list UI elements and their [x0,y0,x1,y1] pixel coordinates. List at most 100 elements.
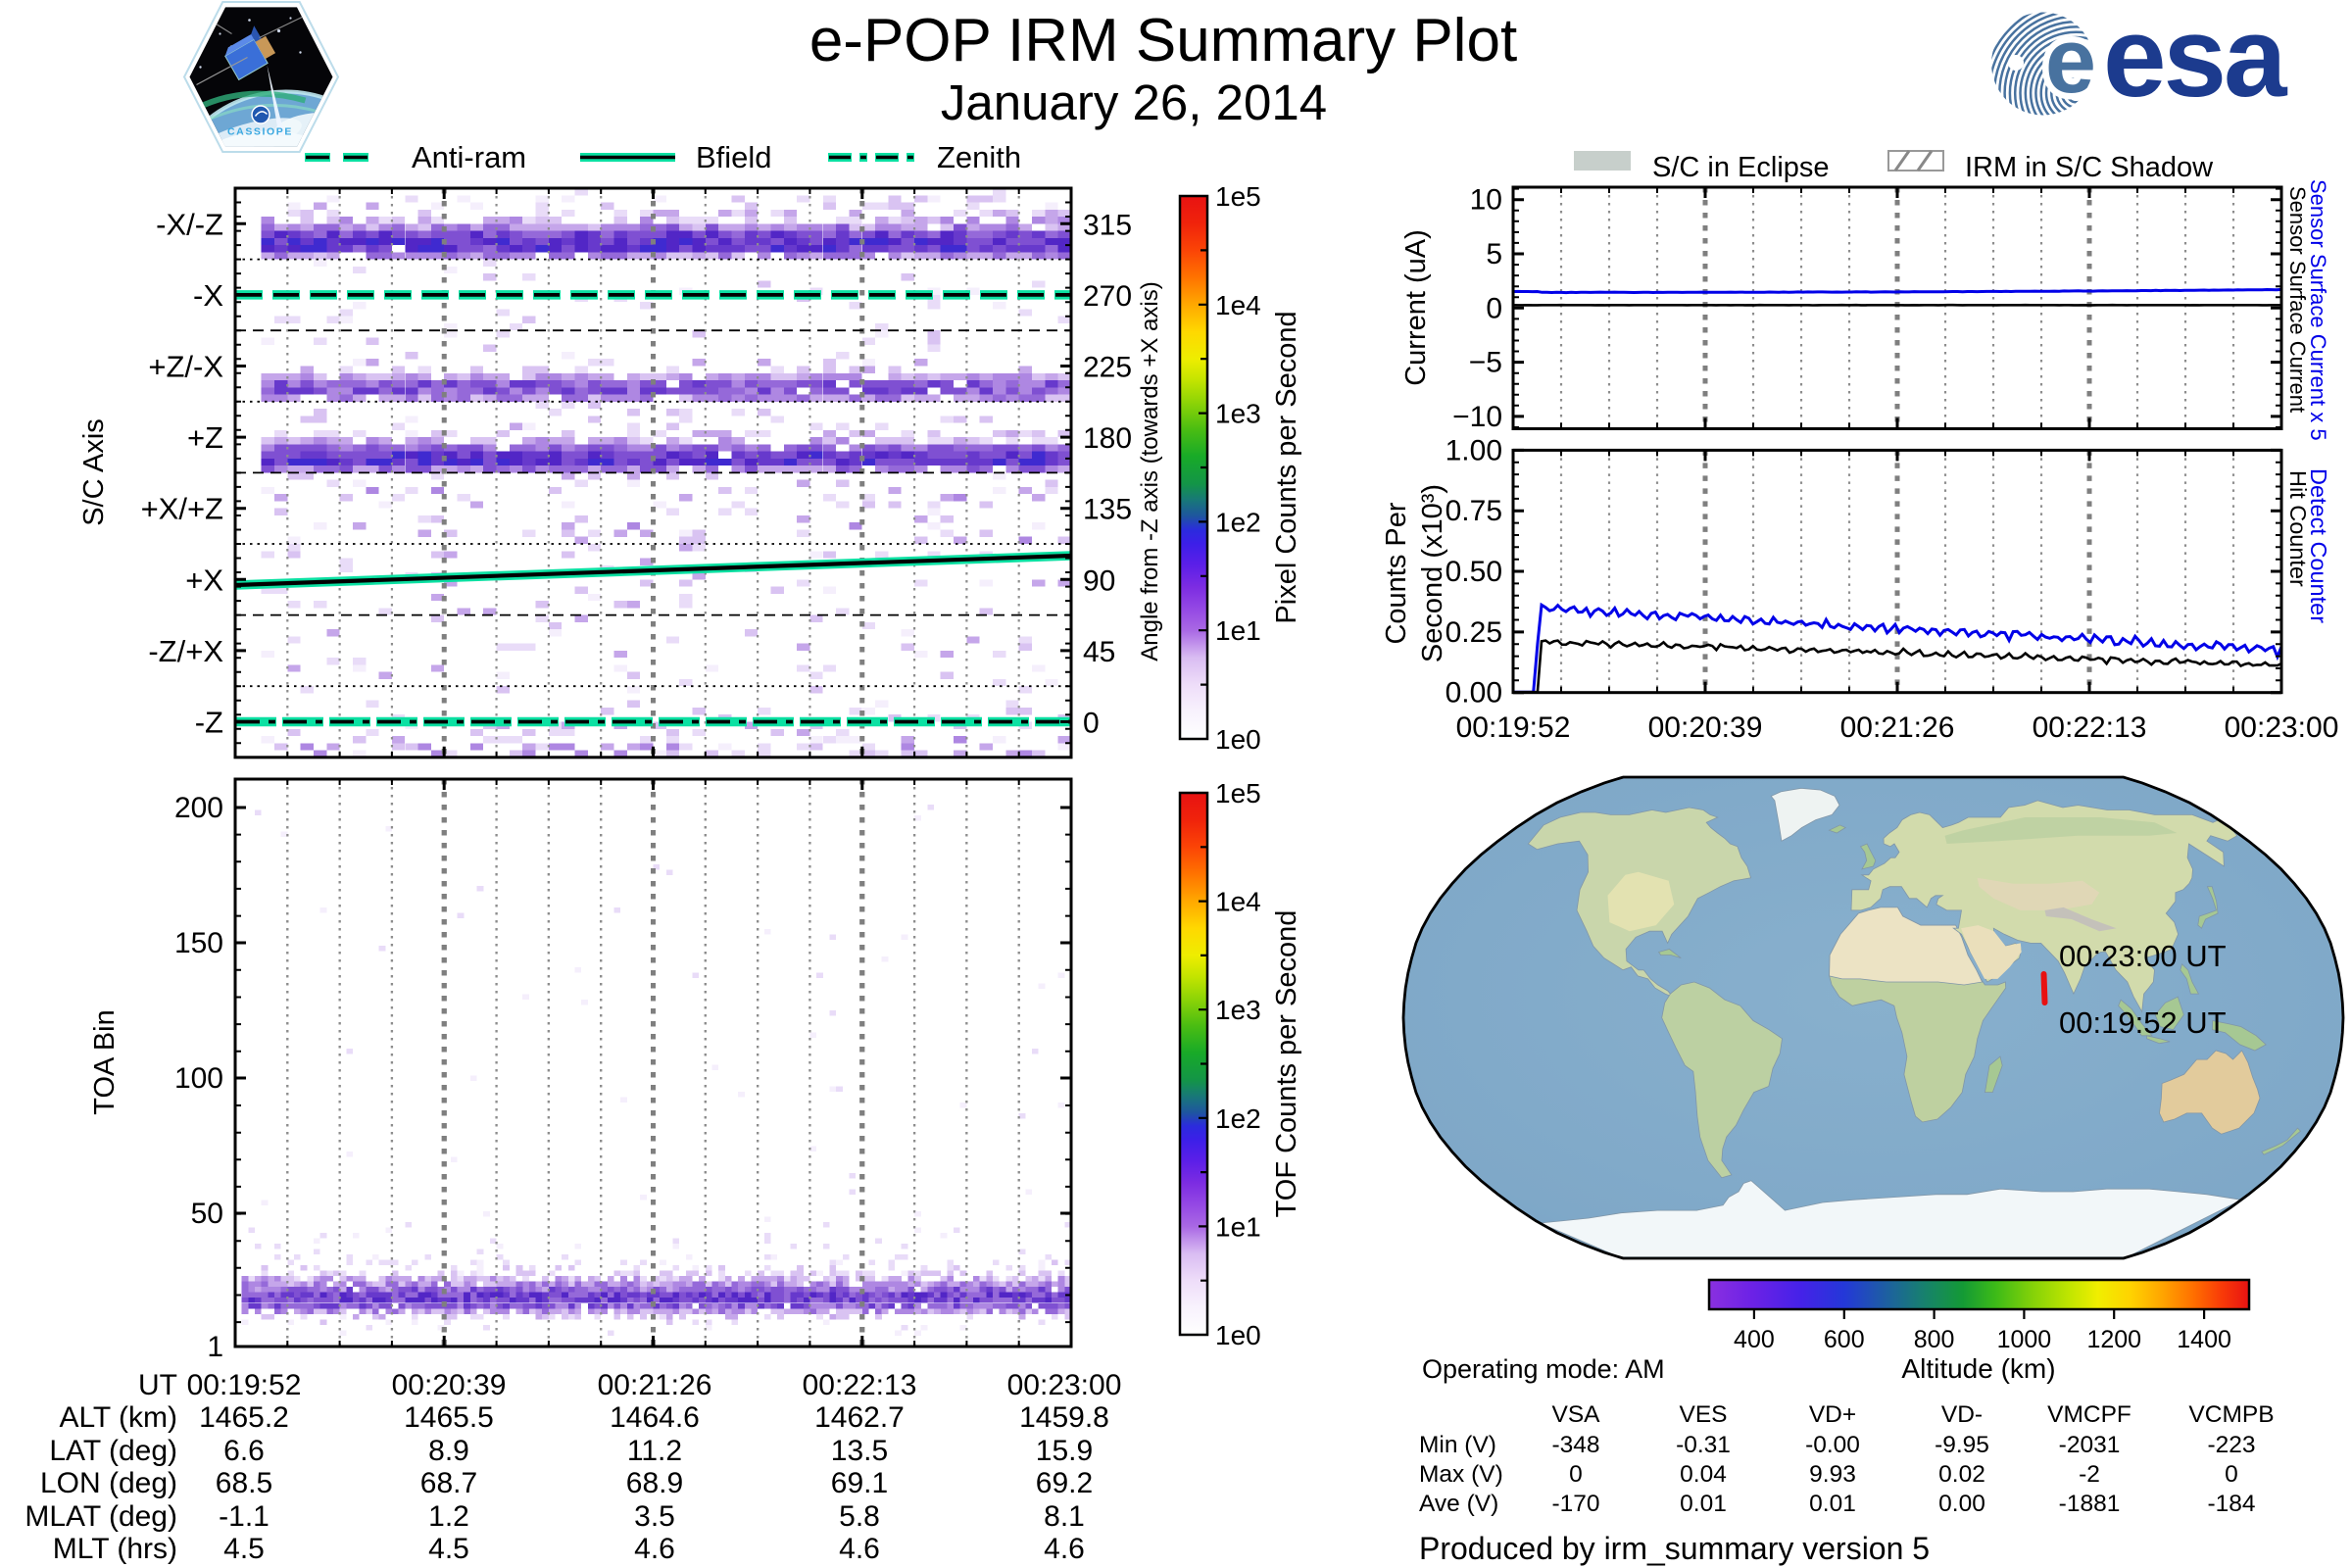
svg-text:00:19:52: 00:19:52 [1456,711,1571,744]
svg-text:68.7: 68.7 [420,1467,477,1499]
svg-text:1e1: 1e1 [1215,615,1261,646]
svg-text:−5: −5 [1469,347,1502,379]
svg-text:CASSIOPE: CASSIOPE [227,126,293,138]
svg-text:90: 90 [1083,564,1115,597]
svg-text:VMCPF: VMCPF [2047,1401,2132,1428]
svg-text:0.00: 0.00 [1446,677,1502,710]
svg-text:IRM in S/C Shadow: IRM in S/C Shadow [1965,152,2214,183]
svg-text:Pixel Counts per Second: Pixel Counts per Second [1271,311,1302,623]
svg-text:Ave (V): Ave (V) [1419,1491,1498,1517]
svg-text:00:21:26: 00:21:26 [1840,711,1955,744]
svg-text:68.9: 68.9 [626,1467,683,1499]
svg-text:1.00: 1.00 [1446,434,1502,466]
svg-text:LAT (deg): LAT (deg) [49,1435,177,1467]
svg-text:Produced by irm_summary versio: Produced by irm_summary version 5 [1419,1531,1930,1566]
svg-text:00:20:39: 00:20:39 [1648,711,1763,744]
svg-text:e: e [2045,9,2096,112]
svg-text:UT: UT [138,1369,177,1401]
svg-text:Counts Per: Counts Per [1381,502,1412,644]
svg-text:69.2: 69.2 [1036,1467,1093,1499]
svg-text:100: 100 [174,1062,223,1095]
svg-text:-184: -184 [2207,1491,2255,1517]
svg-text:Sensor Surface Current: Sensor Surface Current [2285,186,2310,413]
svg-text:1e4: 1e4 [1215,290,1261,320]
svg-text:600: 600 [1824,1326,1865,1353]
svg-text:8.9: 8.9 [428,1435,469,1467]
svg-text:68.5: 68.5 [216,1467,272,1499]
svg-text:225: 225 [1083,352,1132,384]
svg-text:15.9: 15.9 [1036,1435,1093,1467]
svg-text:-Z: -Z [195,706,223,740]
svg-text:00:21:26: 00:21:26 [598,1369,712,1401]
svg-text:-9.95: -9.95 [1935,1432,1989,1458]
svg-text:Max (V): Max (V) [1419,1461,1503,1488]
svg-text:4.6: 4.6 [839,1533,880,1565]
svg-text:January 26, 2014: January 26, 2014 [941,74,1327,130]
svg-text:-170: -170 [1551,1491,1599,1517]
svg-text:0.02: 0.02 [1938,1461,1985,1488]
svg-text:1.2: 1.2 [428,1500,469,1533]
svg-text:45: 45 [1083,636,1115,668]
svg-text:-2: -2 [2079,1461,2100,1488]
svg-text:135: 135 [1083,494,1132,526]
svg-text:8.1: 8.1 [1044,1500,1085,1533]
svg-text:1465.5: 1465.5 [404,1401,494,1434]
svg-text:1e0: 1e0 [1215,1320,1261,1350]
svg-text:1e5: 1e5 [1215,778,1261,808]
svg-text:0: 0 [1083,708,1100,740]
svg-text:-Z/+X: -Z/+X [148,634,223,668]
svg-text:180: 180 [1083,422,1132,455]
svg-text:MLAT (deg): MLAT (deg) [24,1500,177,1533]
svg-text:-223: -223 [2207,1432,2255,1458]
svg-text:00:23:00: 00:23:00 [2225,711,2339,744]
svg-text:800: 800 [1914,1326,1955,1353]
svg-text:1e0: 1e0 [1215,724,1261,755]
svg-text:0.04: 0.04 [1680,1461,1727,1488]
svg-text:VSA: VSA [1551,1401,1600,1428]
svg-text:150: 150 [174,927,223,959]
svg-text:1464.6: 1464.6 [610,1401,700,1434]
svg-text:-X/-Z: -X/-Z [156,207,223,241]
svg-text:10: 10 [1470,184,1502,217]
svg-text:Sensor Surface Current x 5: Sensor Surface Current x 5 [2306,179,2330,441]
svg-text:-0.00: -0.00 [1805,1432,1860,1458]
svg-text:00:19:52 UT: 00:19:52 UT [2059,1005,2227,1040]
svg-text:-0.31: -0.31 [1676,1432,1731,1458]
svg-text:TOF Counts per Second: TOF Counts per Second [1271,910,1302,1218]
svg-text:4.5: 4.5 [428,1533,469,1565]
svg-text:Hit Counter: Hit Counter [2285,470,2311,587]
svg-text:Second (x10³): Second (x10³) [1417,484,1448,662]
svg-text:9.93: 9.93 [1809,1461,1856,1488]
svg-text:0: 0 [1486,292,1502,324]
svg-text:0.00: 0.00 [1938,1491,1985,1517]
svg-text:200: 200 [174,792,223,824]
svg-text:1e1: 1e1 [1215,1211,1261,1242]
svg-text:0.01: 0.01 [1680,1491,1727,1517]
svg-text:315: 315 [1083,209,1132,241]
svg-text:1e3: 1e3 [1215,399,1261,429]
svg-text:MLT (hrs): MLT (hrs) [53,1533,177,1565]
svg-text:-1.1: -1.1 [219,1500,270,1533]
svg-text:0: 0 [1569,1461,1583,1488]
svg-text:270: 270 [1083,280,1132,313]
svg-text:3.5: 3.5 [634,1500,675,1533]
svg-text:1: 1 [207,1331,223,1363]
svg-text:Min (V): Min (V) [1419,1432,1496,1458]
svg-text:1400: 1400 [2177,1326,2231,1353]
svg-text:1462.7: 1462.7 [814,1401,905,1434]
svg-text:S/C in Eclipse: S/C in Eclipse [1652,152,1830,183]
svg-text:-X: -X [193,278,223,313]
svg-text:13.5: 13.5 [831,1435,888,1467]
svg-text:0: 0 [2225,1461,2238,1488]
svg-text:-348: -348 [1551,1432,1599,1458]
svg-text:VCMPB: VCMPB [2188,1401,2274,1428]
svg-text:1e5: 1e5 [1215,181,1261,212]
svg-text:5.8: 5.8 [839,1500,880,1533]
svg-text:0.75: 0.75 [1446,495,1502,527]
svg-text:1e4: 1e4 [1215,887,1261,917]
svg-text:1e2: 1e2 [1215,507,1261,537]
svg-text:00:22:13: 00:22:13 [803,1369,917,1401]
svg-text:Anti-ram: Anti-ram [412,140,526,174]
svg-text:4.5: 4.5 [223,1533,265,1565]
svg-text:11.2: 11.2 [627,1435,682,1467]
